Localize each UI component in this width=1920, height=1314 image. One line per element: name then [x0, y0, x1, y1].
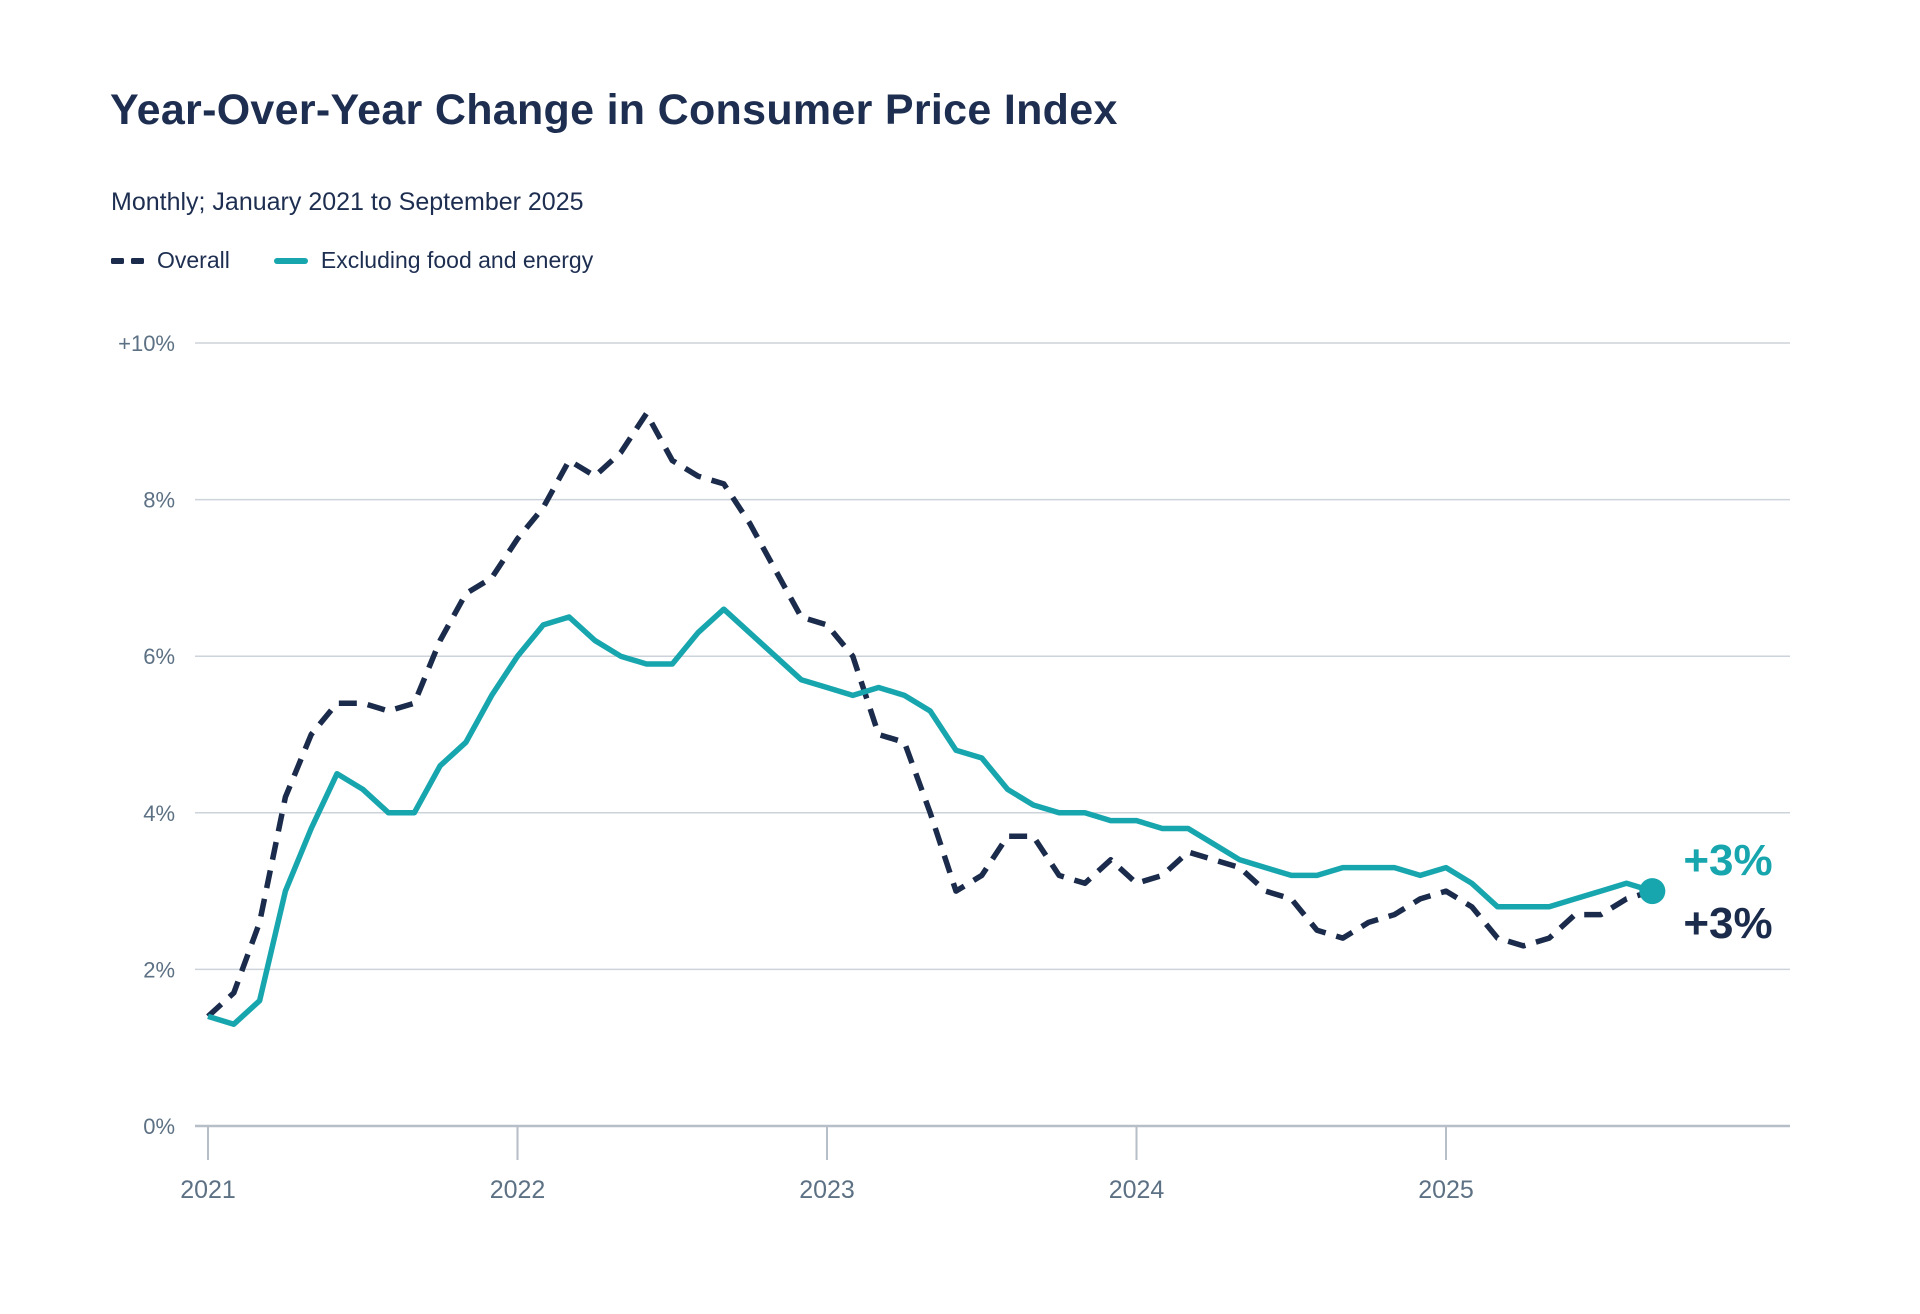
legend-label-overall: Overall — [157, 247, 230, 273]
y-tick-label: +10% — [118, 331, 175, 356]
legend: Overall Excluding food and energy — [111, 247, 593, 274]
x-tick-label: 2022 — [490, 1176, 546, 1204]
y-tick-label: 0% — [143, 1114, 175, 1139]
page-title: Year-Over-Year Change in Consumer Price … — [110, 86, 1118, 134]
series-line-excluding-food-and-energy — [207, 606, 1654, 1027]
y-tick-label: 2% — [143, 957, 175, 982]
x-tick-label: 2025 — [1418, 1176, 1474, 1204]
x-tick-label: 2024 — [1109, 1176, 1165, 1204]
x-tick-label: 2023 — [799, 1176, 855, 1204]
series-end-value-label: +3% — [1683, 836, 1772, 885]
y-tick-label: 6% — [143, 644, 175, 669]
series-line-overall — [206, 410, 1654, 1019]
legend-item-overall: Overall — [111, 247, 230, 274]
dashed-line-icon — [111, 257, 144, 264]
y-tick-label: 8% — [143, 488, 175, 513]
y-tick-label: 4% — [143, 801, 175, 826]
solid-line-icon — [273, 257, 308, 264]
chart-subtitle: Monthly; January 2021 to September 2025 — [111, 188, 584, 216]
series-end-dot — [1639, 878, 1666, 905]
x-tick-label: 2021 — [180, 1176, 236, 1204]
series-end-value-label: +3% — [1683, 899, 1772, 948]
legend-item-excluding-food-energy: Excluding food and energy — [273, 247, 594, 274]
legend-label-excluding-food-energy: Excluding food and energy — [320, 247, 594, 273]
